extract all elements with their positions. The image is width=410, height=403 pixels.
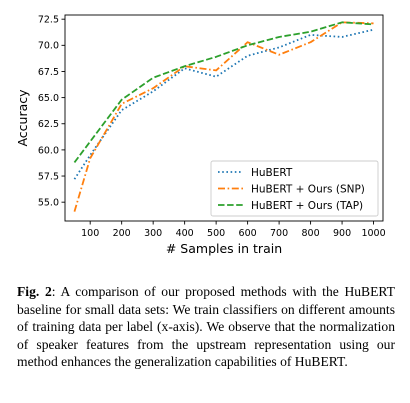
plot-area <box>64 14 384 222</box>
series-lines <box>73 21 375 213</box>
x-tick-label: 200 <box>113 228 131 239</box>
y-tick-label: 70.0 <box>38 41 59 52</box>
data-point <box>372 28 375 31</box>
data-point <box>120 98 123 101</box>
legend-label: HuBERT <box>251 167 293 179</box>
series-line-2 <box>73 21 374 163</box>
plot-frame <box>64 14 384 222</box>
x-tick-label: 600 <box>239 228 257 239</box>
x-tick-label: 100 <box>81 228 99 239</box>
data-point <box>215 75 218 78</box>
chart: 100 200 300 400 500 600 700 800 900 1000 55.0 57.5… <box>15 14 386 256</box>
data-point <box>152 76 155 79</box>
figure-caption: Fig. 2: A comparison of our proposed met… <box>17 283 395 371</box>
data-point <box>152 87 155 90</box>
data-point <box>183 65 186 68</box>
x-axis: 100 200 300 400 500 600 700 800 900 1000 <box>81 221 386 239</box>
y-tick-label: 60.0 <box>38 145 59 156</box>
data-point <box>278 46 281 49</box>
y-tick-label: 57.5 <box>38 171 59 182</box>
y-tick-label: 55.0 <box>38 198 59 209</box>
x-tick-label: 900 <box>333 228 351 239</box>
legend-label: HuBERT + Ours (TAP) <box>251 200 363 212</box>
series-line-1 <box>73 21 374 212</box>
data-point <box>73 210 76 213</box>
caption-text: : A comparison of our proposed methods w… <box>17 284 395 370</box>
caption-label: Fig. 2 <box>17 284 52 299</box>
data-point <box>341 35 344 38</box>
data-point <box>120 109 123 112</box>
x-tick-label: 800 <box>302 228 320 239</box>
y-tick-label: 67.5 <box>38 67 59 78</box>
x-tick-label: 300 <box>144 228 162 239</box>
y-axis-title: Accuracy <box>15 89 30 147</box>
x-tick-label: 500 <box>207 228 225 239</box>
data-point <box>278 35 281 38</box>
data-point <box>73 178 76 181</box>
data-point <box>341 21 344 24</box>
series-line-0 <box>73 28 374 180</box>
data-point <box>246 54 249 57</box>
y-tick-label: 62.5 <box>38 119 59 130</box>
legend-box <box>210 160 379 217</box>
data-point <box>89 157 92 160</box>
legend-label: HuBERT + Ours (SNP) <box>251 183 365 195</box>
data-point <box>89 140 92 143</box>
data-point <box>73 161 76 164</box>
y-axis: 55.0 57.5 60.0 62.5 65.0 67.5 70.0 72.5 <box>38 15 65 209</box>
data-point <box>215 69 218 72</box>
data-point <box>120 102 123 105</box>
data-point <box>309 41 312 44</box>
data-point <box>309 30 312 33</box>
x-tick-label: 400 <box>176 228 194 239</box>
data-point <box>246 44 249 47</box>
y-tick-label: 65.0 <box>38 93 59 104</box>
y-tick-label: 72.5 <box>38 15 59 26</box>
data-point <box>372 23 375 26</box>
data-point <box>309 33 312 36</box>
x-axis-title: # Samples in train <box>166 241 282 256</box>
data-point <box>246 41 249 44</box>
data-point <box>215 55 218 58</box>
data-point <box>152 90 155 93</box>
x-tick-label: 1000 <box>361 228 385 239</box>
legend: HuBERT HuBERT + Ours (SNP) HuBERT + Ours (… <box>210 160 379 217</box>
x-tick-label: 700 <box>270 228 288 239</box>
data-point <box>278 53 281 56</box>
